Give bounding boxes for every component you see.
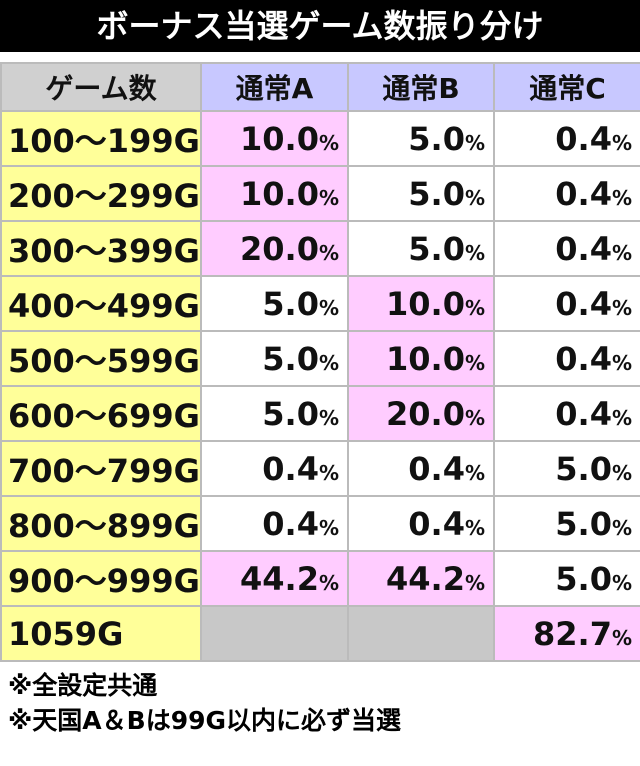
range-cell: 400〜499G	[0, 275, 202, 332]
value: 10.0%	[386, 339, 485, 378]
value-cell: 20.0%	[347, 385, 495, 442]
value: 5.0%	[408, 229, 485, 268]
range-cell: 600〜699G	[0, 385, 202, 442]
range-cell: 200〜299G	[0, 165, 202, 222]
value: 0.4%	[555, 119, 632, 158]
value-cell: 44.2%	[200, 550, 349, 607]
value: 10.0%	[240, 119, 339, 158]
value-cell: 5.0%	[200, 275, 349, 332]
value: 5.0%	[262, 284, 339, 323]
row: 500〜599G 5.0% 10.0% 0.4%	[0, 330, 640, 387]
value: 5.0%	[408, 119, 485, 158]
empty-cell	[200, 605, 349, 662]
value: 0.4%	[408, 449, 485, 488]
value: 20.0%	[240, 229, 339, 268]
value: 0.4%	[555, 174, 632, 213]
value-cell: 0.4%	[200, 440, 349, 497]
value: 5.0%	[262, 394, 339, 433]
value-cell: 5.0%	[493, 440, 640, 497]
value: 82.7%	[533, 614, 632, 653]
value-cell: 0.4%	[493, 330, 640, 387]
title: ボーナス当選ゲーム数振り分け	[0, 0, 640, 52]
value-cell: 5.0%	[347, 110, 495, 167]
value-cell: 0.4%	[493, 385, 640, 442]
value-cell: 0.4%	[347, 495, 495, 552]
value: 0.4%	[555, 229, 632, 268]
value: 44.2%	[240, 559, 339, 598]
value: 5.0%	[262, 339, 339, 378]
row: 300〜399G 20.0% 5.0% 0.4%	[0, 220, 640, 277]
header-cell: ゲーム数	[0, 62, 202, 112]
value: 0.4%	[262, 449, 339, 488]
range-cell: 100〜199G	[0, 110, 202, 167]
row: 900〜999G 44.2% 44.2% 5.0%	[0, 550, 640, 607]
value-cell: 0.4%	[493, 165, 640, 222]
value: 5.0%	[555, 504, 632, 543]
value-cell: 5.0%	[200, 330, 349, 387]
value: 0.4%	[408, 504, 485, 543]
value-cell: 10.0%	[347, 275, 495, 332]
header-row: ゲーム数 通常A 通常B 通常C	[0, 62, 640, 112]
value: 5.0%	[555, 559, 632, 598]
value-cell: 0.4%	[347, 440, 495, 497]
value-cell: 0.4%	[493, 275, 640, 332]
value-cell: 10.0%	[200, 165, 349, 222]
value-cell: 5.0%	[347, 220, 495, 277]
table-body: ゲーム数 通常A 通常B 通常C 100〜199G 10.0% 5.0% 0.4% 200〜29…	[0, 62, 640, 662]
range-cell: 500〜599G	[0, 330, 202, 387]
header-cell: 通常B	[347, 62, 495, 112]
value-cell: 0.4%	[493, 110, 640, 167]
value-cell: 5.0%	[493, 495, 640, 552]
row: 700〜799G 0.4% 0.4% 5.0%	[0, 440, 640, 497]
value: 10.0%	[240, 174, 339, 213]
note: ※全設定共通	[8, 671, 158, 700]
value-cell: 5.0%	[493, 550, 640, 607]
empty-cell	[347, 605, 495, 662]
header-cell: 通常C	[493, 62, 640, 112]
value-cell: 10.0%	[200, 110, 349, 167]
value: 10.0%	[386, 284, 485, 323]
value-cell: 5.0%	[347, 165, 495, 222]
table: ゲーム数 通常A 通常B 通常C 100〜199G 10.0% 5.0% 0.4% 200〜29…	[0, 62, 640, 662]
row: 1059G 82.7%	[0, 605, 640, 662]
value-cell: 0.4%	[493, 220, 640, 277]
value: 0.4%	[555, 394, 632, 433]
value-cell: 5.0%	[200, 385, 349, 442]
value: 5.0%	[408, 174, 485, 213]
note: ※天国A＆Bは99G以内に必ず当選	[8, 706, 402, 735]
row: 600〜699G 5.0% 20.0% 0.4%	[0, 385, 640, 442]
row: 800〜899G 0.4% 0.4% 5.0%	[0, 495, 640, 552]
value: 0.4%	[262, 504, 339, 543]
header-cell: 通常A	[200, 62, 349, 112]
value-cell: 20.0%	[200, 220, 349, 277]
value-cell: 10.0%	[347, 330, 495, 387]
value: 0.4%	[555, 339, 632, 378]
value: 5.0%	[555, 449, 632, 488]
row: 200〜299G 10.0% 5.0% 0.4%	[0, 165, 640, 222]
value-cell: 82.7%	[493, 605, 640, 662]
range-cell: 1059G	[0, 605, 202, 662]
range-cell: 900〜999G	[0, 550, 202, 607]
range-cell: 300〜399G	[0, 220, 202, 277]
row: 400〜499G 5.0% 10.0% 0.4%	[0, 275, 640, 332]
value: 44.2%	[386, 559, 485, 598]
value: 20.0%	[386, 394, 485, 433]
value-cell: 0.4%	[200, 495, 349, 552]
notes: ※全設定共通 ※天国A＆Bは99G以内に必ず当選	[0, 662, 640, 744]
range-cell: 800〜899G	[0, 495, 202, 552]
value: 0.4%	[555, 284, 632, 323]
row: 100〜199G 10.0% 5.0% 0.4%	[0, 110, 640, 167]
value-cell: 44.2%	[347, 550, 495, 607]
range-cell: 700〜799G	[0, 440, 202, 497]
